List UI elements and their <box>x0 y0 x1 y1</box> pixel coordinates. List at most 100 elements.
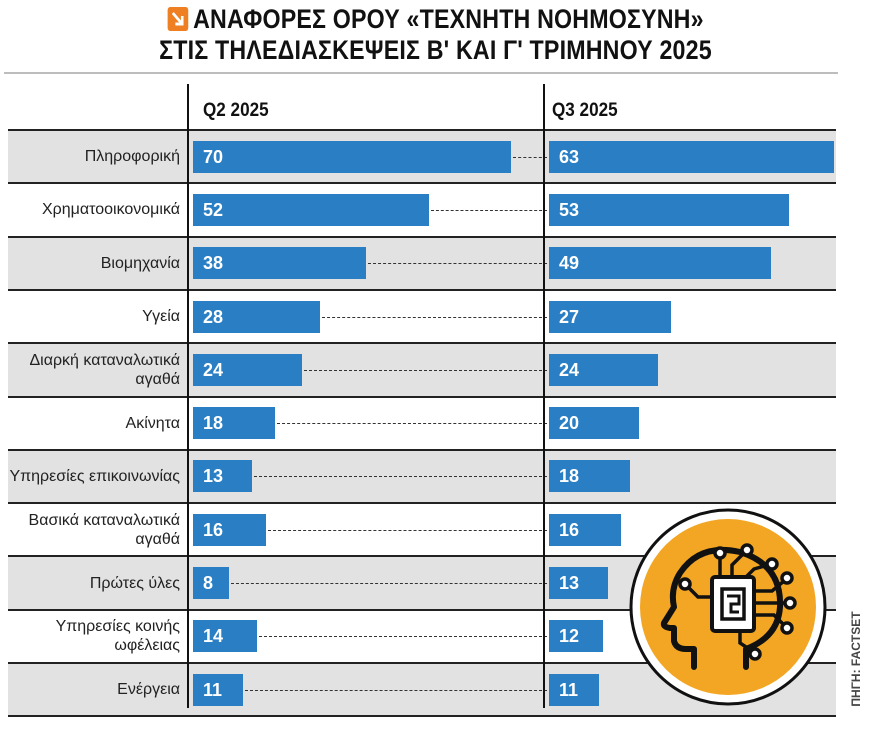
connector-line <box>367 263 547 265</box>
connector-line <box>276 423 547 425</box>
legend-q2: Q2 2025 <box>203 100 269 121</box>
q3-axis-line <box>543 84 545 708</box>
category-label-text: Χρηματοοικονομικά <box>41 201 180 219</box>
category-label: Πρώτες ύλες <box>8 556 180 609</box>
category-label: Διαρκή καταναλωτικά αγαθά <box>8 343 180 396</box>
category-label: Βασικά καταναλωτικά αγαθά <box>8 503 180 556</box>
bar-value-q3: 20 <box>559 413 580 434</box>
category-label: Πληροφορική <box>8 130 180 183</box>
chart-title-line-2: ΣΤΙΣ ΤΗΛΕΔΙΑΣΚΕΨΕΙΣ Β' ΚΑΙ Γ' ΤΡΙΜΗΝΟΥ 2… <box>159 35 712 65</box>
category-label: Χρηματοοικονομικά <box>8 183 180 236</box>
bar-value-q3: 63 <box>559 146 580 167</box>
bar-value-q3: 24 <box>559 359 580 380</box>
bar-value-q2: 38 <box>203 253 224 274</box>
bar-value-q3: 27 <box>559 306 580 327</box>
ai-brain-icon <box>629 508 827 706</box>
category-label: Υγεία <box>8 290 180 343</box>
title-rule <box>4 72 838 74</box>
category-label-text: Πρώτες ύλες <box>89 574 180 592</box>
bar-q2 <box>193 673 243 706</box>
bar-q3 <box>549 300 672 333</box>
bar-value-q2: 14 <box>203 626 224 647</box>
row-separator <box>8 608 836 611</box>
bar-q2 <box>193 193 430 226</box>
bar-q3 <box>549 193 789 226</box>
bar-value-q3: 16 <box>559 519 580 540</box>
row-separator <box>8 448 836 451</box>
connector-line <box>431 209 547 211</box>
source-text: ΠΗΓΗ: FACTSET <box>849 611 863 707</box>
category-label-text: Βασικά καταναλωτικά αγαθά <box>28 511 180 548</box>
arrow-down-right-icon <box>167 7 188 31</box>
category-label: Ακίνητα <box>8 397 180 450</box>
bar-q3 <box>549 673 599 706</box>
category-label-text: Διαρκή καταναλωτικά αγαθά <box>29 351 180 388</box>
bar-value-q2: 16 <box>203 519 224 540</box>
source-note: ΠΗΓΗ: FACTSET <box>846 611 866 712</box>
bar-q2 <box>193 567 230 600</box>
row-background <box>8 343 836 397</box>
bar-q3 <box>549 620 604 653</box>
row-separator <box>8 502 836 505</box>
category-label-text: Ακίνητα <box>125 414 180 432</box>
category-label-text: Υγεία <box>142 308 180 326</box>
row-separator <box>8 129 836 131</box>
row-separator <box>8 235 836 238</box>
row-separator <box>8 182 836 185</box>
bar-q3 <box>549 353 658 386</box>
category-label-text: Βιομηχανία <box>100 254 180 272</box>
legend-q3: Q3 2025 <box>552 100 618 121</box>
bar-q2 <box>193 247 366 280</box>
row-separator <box>8 342 836 345</box>
bar-value-q3: 18 <box>559 466 580 487</box>
bar-value-q3: 49 <box>559 253 580 274</box>
bar-value-q2: 52 <box>203 199 224 220</box>
q2-axis-line <box>187 84 189 708</box>
category-label-text: Ενέργεια <box>117 681 180 699</box>
bar-value-q3: 12 <box>559 626 580 647</box>
category-label-text: Πληροφορική <box>84 148 180 166</box>
connector-line <box>258 636 547 638</box>
row-separator <box>8 662 836 664</box>
bar-q3 <box>549 407 640 440</box>
bar-q3 <box>549 567 608 600</box>
chart-title: ΑΝΑΦΟΡΕΣ ΟΡΟΥ «ΤΕΧΝΗΤΗ ΝΟΗΜΟΣΥΝΗ» ΣΤΙΣ Τ… <box>0 4 871 66</box>
category-label: Ενέργεια <box>8 663 180 716</box>
bar-q2 <box>193 353 303 386</box>
category-label-text: Υπηρεσίες κοινής ωφέλειας <box>55 618 180 655</box>
bar-value-q3: 11 <box>559 679 579 700</box>
row-separator <box>8 715 836 718</box>
chart-title-line-1: ΑΝΑΦΟΡΕΣ ΟΡΟΥ «ΤΕΧΝΗΤΗ ΝΟΗΜΟΣΥΝΗ» <box>61 4 810 35</box>
connector-line <box>254 476 547 478</box>
connector-line <box>322 316 547 318</box>
bar-q2 <box>193 407 275 440</box>
category-label: Υπηρεσίες επικοινωνίας <box>8 450 180 503</box>
row-separator <box>8 395 836 398</box>
bar-value-q2: 18 <box>203 413 224 434</box>
bar-q2 <box>193 513 266 546</box>
row-separator <box>8 555 836 558</box>
connector-line <box>231 583 547 585</box>
bar-q3 <box>549 140 834 173</box>
bar-value-q3: 13 <box>559 573 580 594</box>
bar-value-q2: 70 <box>203 146 224 167</box>
bar-value-q2: 28 <box>203 306 224 327</box>
connector-line <box>513 156 547 158</box>
title-text-1: ΑΝΑΦΟΡΕΣ ΟΡΟΥ «ΤΕΧΝΗΤΗ ΝΟΗΜΟΣΥΝΗ» <box>193 4 704 34</box>
bar-q2 <box>193 300 321 333</box>
bar-q3 <box>549 247 771 280</box>
bar-value-q2: 11 <box>203 679 223 700</box>
bar-q3 <box>549 460 631 493</box>
bar-value-q2: 8 <box>203 573 214 594</box>
category-label: Υπηρεσίες κοινής ωφέλειας <box>8 610 180 663</box>
row-background <box>8 289 836 344</box>
row-separator <box>8 288 836 291</box>
category-label-text: Υπηρεσίες επικοινωνίας <box>9 467 180 485</box>
bar-q2 <box>193 140 511 173</box>
connector-line <box>267 529 547 531</box>
bar-value-q2: 24 <box>203 359 224 380</box>
connector-line <box>244 689 547 691</box>
bar-q2 <box>193 620 257 653</box>
bar-q2 <box>193 460 253 493</box>
bar-value-q2: 13 <box>203 466 224 487</box>
